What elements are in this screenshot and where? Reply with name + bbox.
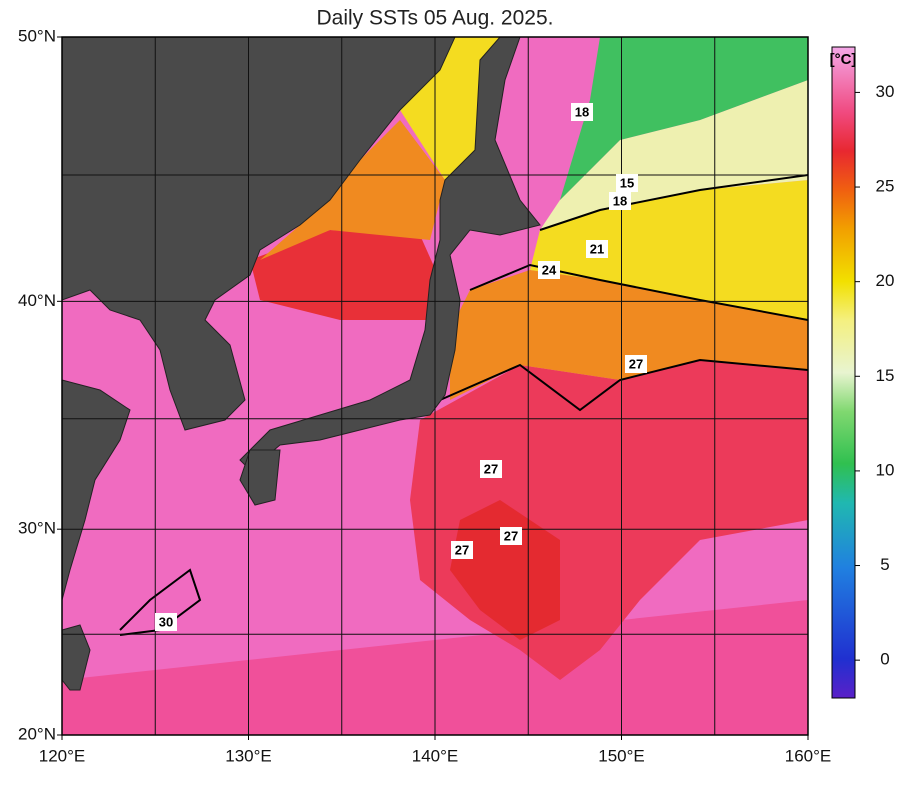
contour-label-box — [480, 460, 502, 478]
x-tick-label: 120°E — [39, 746, 86, 765]
contour-label: 27 — [504, 528, 518, 543]
land-japan — [239, 37, 541, 471]
contour-label: 15 — [620, 175, 634, 190]
contour-label-box — [571, 103, 593, 121]
contour-label-box — [586, 240, 608, 258]
contour-labels: 18 15 18 21 24 27 27 27 27 30 — [155, 103, 647, 631]
contour-label: 18 — [613, 193, 627, 208]
contour-label-box — [500, 527, 522, 545]
land-taiwan — [62, 624, 91, 691]
contour-label: 18 — [575, 104, 589, 119]
colorbar — [831, 46, 856, 699]
colorbar-unit: [°C] — [830, 51, 857, 68]
sea-orange — [450, 270, 808, 400]
colorbar-tick-label: 15 — [876, 366, 895, 385]
x-tick-label: 160°E — [785, 746, 832, 765]
y-tick-label: 20°N — [18, 724, 56, 743]
contour-label: 27 — [484, 461, 498, 476]
sea-yellow — [530, 180, 808, 320]
land-kyushu — [239, 449, 281, 506]
contour-label: 27 — [455, 542, 469, 557]
sea-hot-patch — [450, 500, 560, 640]
land-china — [62, 379, 131, 601]
contour-line — [119, 568, 202, 636]
colorbar-tick-label: 30 — [876, 82, 895, 101]
map-title: Daily SSTs 05 Aug. 2025. — [317, 7, 554, 30]
sea-cool — [540, 80, 808, 230]
contour-label: 27 — [629, 356, 643, 371]
contour-line — [469, 263, 808, 321]
contour-line — [539, 174, 808, 231]
colorbar-tick-label: 0 — [880, 650, 889, 669]
sea-japan-sea — [250, 230, 440, 320]
colorbar-tick-label: 20 — [876, 271, 895, 290]
contour-label-box — [616, 174, 638, 192]
contour-label: 30 — [159, 614, 173, 629]
contour-label: 21 — [590, 241, 604, 256]
contour-label-box — [155, 613, 177, 631]
y-tick-label: 50°N — [18, 26, 56, 45]
contour-label-box — [609, 192, 631, 210]
y-tick-label: 30°N — [18, 519, 56, 538]
contour-label-box — [538, 261, 560, 279]
x-tick-label: 150°E — [598, 746, 645, 765]
x-tick-label: 130°E — [225, 746, 272, 765]
x-tick-label: 140°E — [412, 746, 459, 765]
colorbar-tick-label: 5 — [880, 555, 889, 574]
sea-orange-north — [260, 120, 445, 260]
colorbar-tick-label: 25 — [876, 177, 895, 196]
y-tick-label: 40°N — [18, 291, 56, 310]
land-asia — [62, 37, 456, 431]
contour-label-box — [625, 355, 647, 373]
colorbar-tick-label: 10 — [876, 460, 895, 479]
contour-label: 24 — [542, 262, 557, 277]
contour-label-box — [451, 541, 473, 559]
contour-line — [439, 358, 808, 412]
